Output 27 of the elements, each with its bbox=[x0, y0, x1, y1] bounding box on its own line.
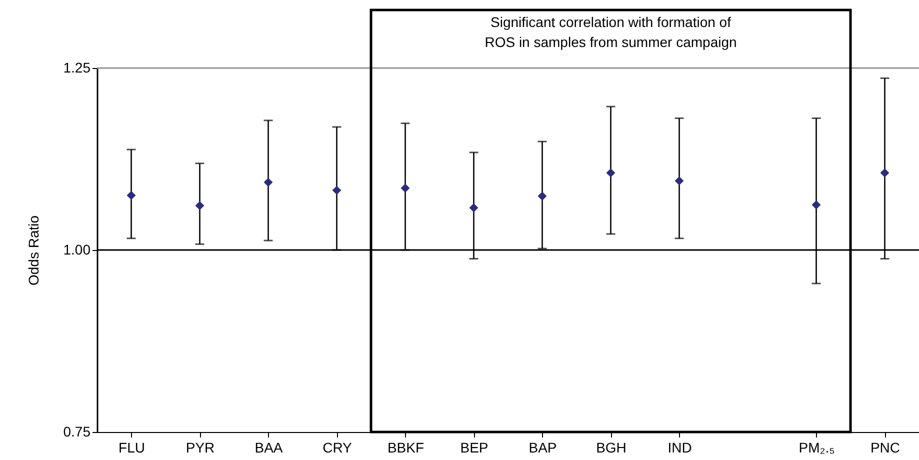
point bbox=[606, 168, 616, 178]
x-tick-label: BBKF bbox=[387, 440, 424, 456]
point bbox=[880, 168, 890, 178]
point bbox=[400, 184, 410, 193]
point bbox=[332, 186, 342, 195]
point bbox=[264, 178, 273, 187]
point bbox=[812, 200, 821, 210]
x-tick-label: FLU bbox=[118, 440, 145, 456]
x-tick-label: PM₂.₅ bbox=[798, 440, 835, 456]
y-axis-title: Odds Ratio bbox=[25, 215, 42, 286]
point bbox=[126, 190, 136, 200]
x-tick-label: BAP bbox=[528, 440, 557, 456]
x-tick-label: BEP bbox=[460, 440, 488, 456]
x-tick-label: PYR bbox=[186, 440, 215, 456]
point bbox=[469, 203, 478, 212]
y-tick-label: 0.75 bbox=[63, 424, 91, 440]
x-tick-label: PNC bbox=[870, 440, 900, 456]
point bbox=[195, 201, 204, 210]
x-tick-label: BAA bbox=[254, 440, 284, 456]
y-tick-label: 1.00 bbox=[63, 242, 91, 258]
x-tick-label: CRY bbox=[322, 440, 353, 456]
point bbox=[674, 176, 684, 186]
text: Significant correlation with formation of ROS in samples from summer campaign bbox=[484, 14, 737, 50]
y-tick-label: 1.25 bbox=[63, 60, 91, 76]
x-tick-label: BGH bbox=[596, 440, 626, 456]
point bbox=[538, 192, 547, 201]
x-tick-label: IND bbox=[668, 440, 692, 456]
